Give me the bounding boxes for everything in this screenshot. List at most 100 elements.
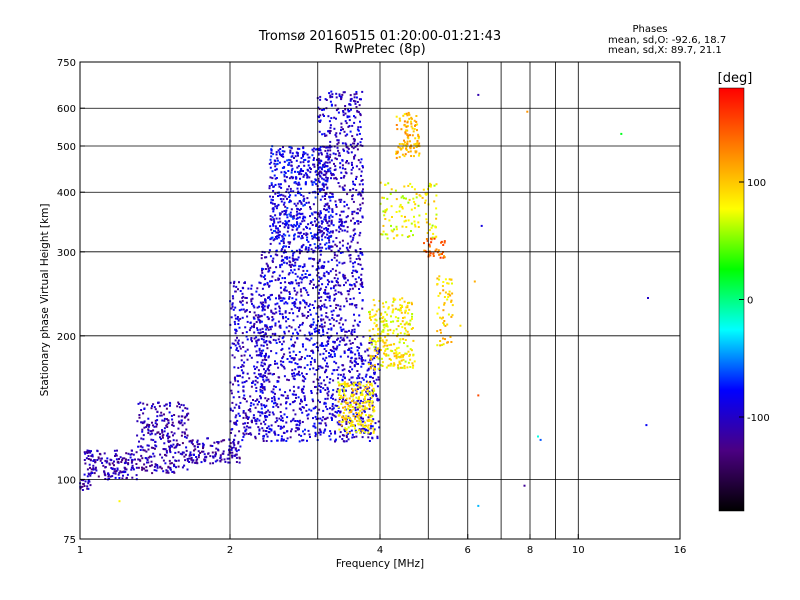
echo-point [357, 111, 360, 114]
echo-point [341, 418, 344, 421]
echo-point [283, 150, 286, 153]
echo-point [302, 170, 304, 172]
echo-point [207, 437, 209, 440]
echo-point [337, 410, 340, 412]
echo-point [444, 338, 446, 341]
echo-point [366, 390, 369, 393]
echo-point [283, 330, 286, 333]
echo-point [257, 354, 260, 357]
echo-point [271, 316, 274, 318]
echo-point [260, 302, 263, 305]
echo-point [354, 154, 357, 157]
echo-point [368, 414, 371, 417]
echo-point [111, 475, 114, 478]
echo-point [255, 336, 258, 339]
echo-point [333, 116, 336, 119]
echo-point [256, 417, 259, 420]
echo-point [256, 403, 259, 406]
echo-point [302, 161, 305, 164]
echo-point [299, 329, 302, 332]
echo-point [238, 430, 241, 433]
echo-point [272, 224, 275, 227]
echo-point [319, 188, 322, 190]
echo-point [328, 235, 331, 238]
echo-point [393, 363, 396, 366]
echo-point [271, 400, 274, 403]
echo-point [347, 415, 350, 418]
echo-point [99, 459, 102, 462]
echo-point [266, 399, 269, 402]
echo-point [337, 304, 340, 307]
echo-point [304, 306, 307, 309]
echo-point [323, 291, 325, 294]
echo-point [410, 349, 413, 352]
echo-point [367, 424, 370, 427]
echo-point [339, 132, 342, 135]
echo-point [411, 313, 414, 315]
echo-point [473, 280, 476, 283]
echo-point [214, 451, 217, 454]
echo-point [326, 186, 329, 189]
echo-point [332, 407, 335, 410]
echo-point [291, 393, 294, 396]
echo-point [282, 259, 285, 262]
echo-point [180, 434, 183, 437]
echo-point [398, 205, 401, 208]
echo-point [263, 368, 265, 371]
echo-point [276, 162, 279, 165]
echo-point [434, 226, 437, 229]
echo-point [417, 136, 420, 139]
echo-point [301, 235, 304, 237]
echo-point [271, 319, 274, 322]
echo-point [413, 220, 416, 223]
echo-point [303, 174, 306, 177]
echo-point [137, 445, 140, 448]
echo-point [319, 422, 322, 425]
echo-point [282, 355, 285, 358]
echo-point [278, 233, 281, 236]
echo-point [288, 177, 291, 180]
echo-point [401, 304, 403, 307]
echo-point [358, 346, 361, 349]
echo-point [162, 448, 165, 450]
echo-point [325, 350, 328, 353]
echo-point [337, 373, 340, 376]
echo-point [282, 146, 284, 149]
echo-point [317, 378, 320, 381]
echo-point [354, 261, 356, 264]
echo-point [357, 422, 360, 425]
echo-point [326, 292, 329, 295]
echo-point [352, 99, 355, 102]
echo-point [417, 221, 420, 224]
echo-point [382, 316, 385, 319]
echo-point [353, 319, 356, 322]
echo-point [374, 355, 377, 357]
echo-point [285, 176, 288, 179]
echo-point [387, 306, 390, 309]
echo-point [317, 265, 320, 268]
echo-point [338, 220, 341, 223]
echo-point [353, 364, 356, 367]
echo-point [284, 224, 287, 227]
echo-point [368, 391, 371, 394]
echo-point [266, 427, 269, 429]
echo-point [267, 367, 269, 370]
echo-point [377, 378, 380, 381]
echo-point [333, 299, 336, 302]
echo-point [343, 274, 346, 277]
colorbar-tick-label: 100 [747, 178, 766, 189]
echo-point [184, 432, 186, 435]
echo-point [343, 229, 346, 232]
echo-point [261, 376, 264, 379]
echo-point [258, 428, 261, 431]
echo-point [358, 406, 361, 409]
echo-point [298, 424, 301, 427]
echo-point [356, 133, 359, 136]
echo-point [301, 314, 304, 317]
echo-point [333, 360, 336, 363]
echo-point [256, 381, 259, 384]
echo-point [327, 130, 330, 133]
echo-point [272, 318, 275, 321]
echo-point [318, 422, 321, 425]
